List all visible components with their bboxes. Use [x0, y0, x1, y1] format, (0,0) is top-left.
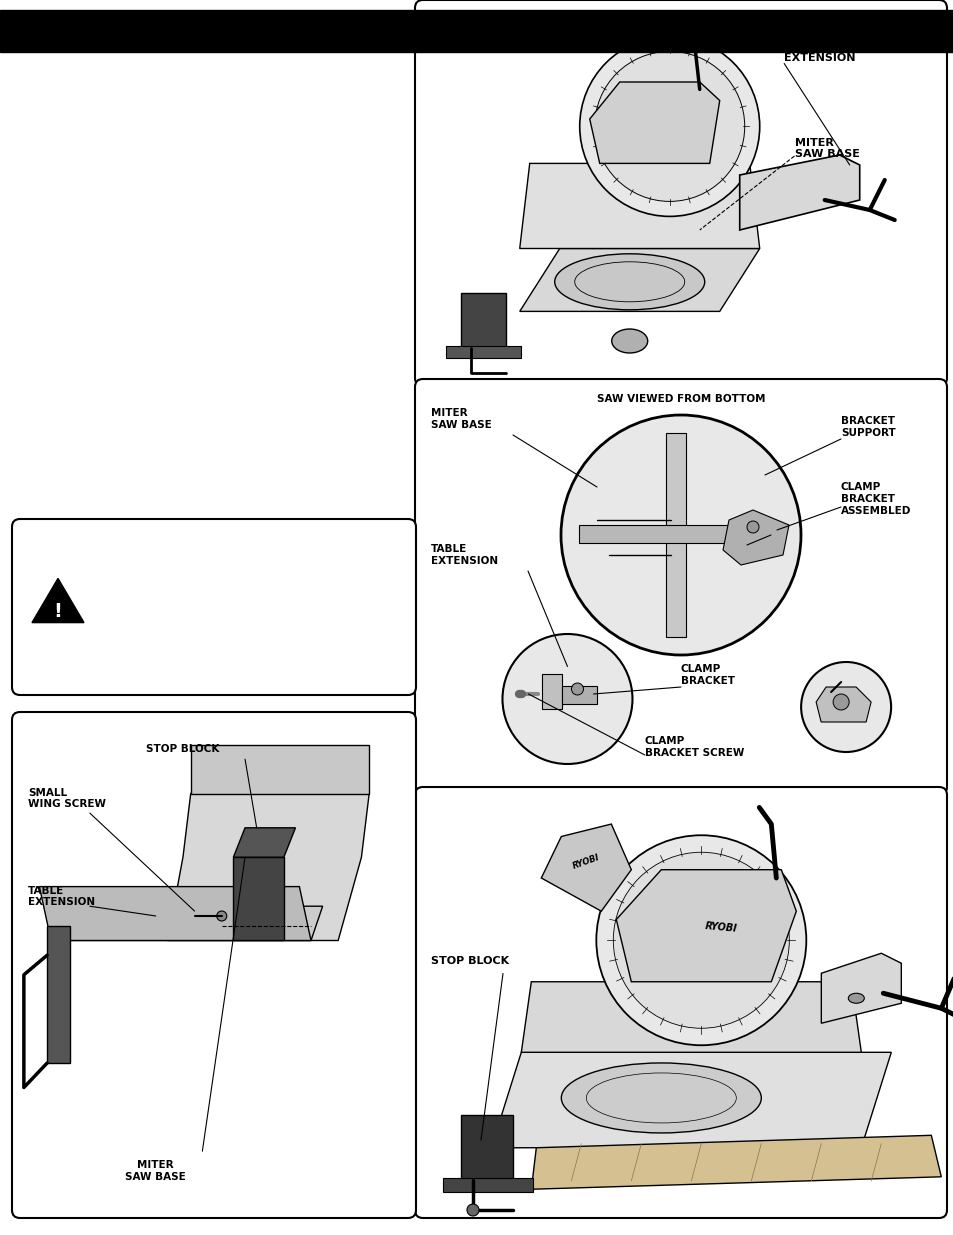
Circle shape — [594, 52, 744, 201]
Circle shape — [746, 521, 759, 534]
Circle shape — [467, 1204, 478, 1216]
Circle shape — [560, 415, 801, 655]
Circle shape — [571, 683, 583, 695]
Polygon shape — [168, 794, 369, 941]
FancyBboxPatch shape — [415, 787, 946, 1218]
Circle shape — [613, 852, 788, 1029]
Text: SMALL
WING SCREW: SMALL WING SCREW — [28, 788, 106, 809]
Circle shape — [679, 919, 722, 962]
Polygon shape — [519, 163, 759, 248]
Polygon shape — [51, 906, 322, 941]
Circle shape — [502, 634, 632, 764]
Circle shape — [801, 662, 890, 752]
FancyBboxPatch shape — [415, 0, 946, 387]
Circle shape — [832, 694, 848, 710]
Bar — [460, 1115, 513, 1179]
Polygon shape — [520, 982, 861, 1052]
Text: !: ! — [53, 601, 62, 620]
Polygon shape — [32, 578, 84, 622]
Ellipse shape — [847, 993, 863, 1003]
Polygon shape — [589, 82, 719, 163]
Polygon shape — [815, 687, 870, 722]
Polygon shape — [531, 1135, 941, 1189]
FancyBboxPatch shape — [415, 379, 946, 795]
Text: BRACKET
SUPPORT: BRACKET SUPPORT — [841, 416, 895, 437]
Polygon shape — [191, 745, 369, 794]
Bar — [460, 293, 505, 348]
Ellipse shape — [554, 254, 704, 310]
Text: CLAMP
BRACKET
ASSEMBLED: CLAMP BRACKET ASSEMBLED — [841, 483, 910, 515]
Polygon shape — [739, 156, 859, 230]
Polygon shape — [519, 248, 759, 311]
Polygon shape — [722, 510, 788, 564]
Text: MITER
SAW BASE: MITER SAW BASE — [431, 409, 491, 430]
Polygon shape — [39, 887, 311, 941]
Text: RYOBI: RYOBI — [704, 921, 738, 934]
Text: CLAMP
BRACKET: CLAMP BRACKET — [680, 664, 734, 685]
Polygon shape — [540, 824, 631, 911]
Text: MITER
SAW BASE: MITER SAW BASE — [794, 138, 859, 159]
Polygon shape — [233, 857, 284, 941]
Ellipse shape — [560, 1063, 760, 1132]
Polygon shape — [233, 827, 295, 857]
Circle shape — [596, 835, 805, 1045]
Text: TABLE
EXTENSION: TABLE EXTENSION — [783, 42, 855, 63]
Polygon shape — [821, 953, 901, 1024]
Polygon shape — [491, 1052, 890, 1147]
FancyBboxPatch shape — [12, 519, 416, 695]
Polygon shape — [578, 525, 782, 543]
Polygon shape — [616, 869, 796, 982]
Polygon shape — [665, 433, 685, 637]
Bar — [442, 1178, 533, 1192]
Bar — [562, 685, 597, 704]
Text: RYOBI: RYOBI — [571, 852, 600, 871]
Text: CLAMP
BRACKET SCREW: CLAMP BRACKET SCREW — [644, 736, 743, 758]
Text: STOP BLOCK: STOP BLOCK — [146, 745, 219, 755]
Text: SAW VIEWED FROM BOTTOM: SAW VIEWED FROM BOTTOM — [597, 394, 764, 404]
Text: TABLE
EXTENSION: TABLE EXTENSION — [28, 885, 94, 908]
Circle shape — [579, 36, 759, 216]
Bar — [446, 346, 520, 358]
Text: TABLE
EXTENSION: TABLE EXTENSION — [431, 545, 497, 566]
Text: MITER
SAW BASE: MITER SAW BASE — [125, 1160, 186, 1182]
Bar — [0, 10, 953, 52]
FancyBboxPatch shape — [12, 713, 416, 1218]
Circle shape — [216, 911, 227, 921]
Bar — [542, 674, 562, 709]
Circle shape — [651, 109, 687, 144]
Bar — [47, 926, 71, 1063]
Text: STOP BLOCK: STOP BLOCK — [431, 956, 509, 966]
Ellipse shape — [611, 329, 647, 353]
